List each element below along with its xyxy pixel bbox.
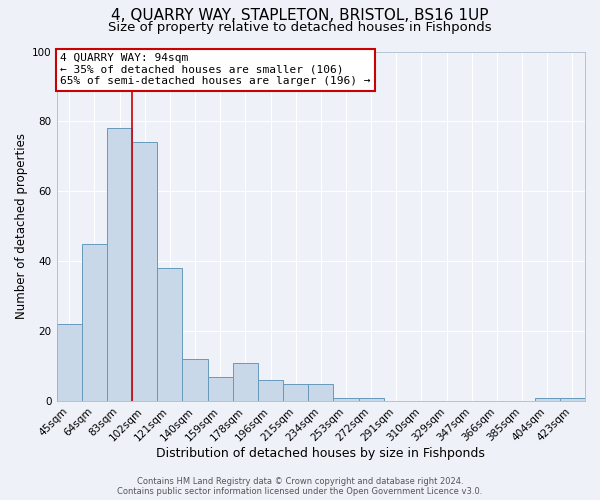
Bar [208,376,233,401]
Bar [82,244,107,401]
Text: 4 QUARRY WAY: 94sqm
← 35% of detached houses are smaller (106)
65% of semi-detac: 4 QUARRY WAY: 94sqm ← 35% of detached ho… [61,53,371,86]
Bar [157,268,182,401]
Bar [359,398,384,401]
Bar [56,324,82,401]
Text: Contains HM Land Registry data © Crown copyright and database right 2024.
Contai: Contains HM Land Registry data © Crown c… [118,476,482,496]
Bar [283,384,308,401]
X-axis label: Distribution of detached houses by size in Fishponds: Distribution of detached houses by size … [157,447,485,460]
Bar [182,359,208,401]
Bar [107,128,132,401]
Bar [334,398,359,401]
Bar [233,362,258,401]
Bar [535,398,560,401]
Bar [308,384,334,401]
Bar [560,398,585,401]
Y-axis label: Number of detached properties: Number of detached properties [15,134,28,320]
Bar [132,142,157,401]
Text: 4, QUARRY WAY, STAPLETON, BRISTOL, BS16 1UP: 4, QUARRY WAY, STAPLETON, BRISTOL, BS16 … [111,8,489,22]
Text: Size of property relative to detached houses in Fishponds: Size of property relative to detached ho… [108,21,492,34]
Bar [258,380,283,401]
